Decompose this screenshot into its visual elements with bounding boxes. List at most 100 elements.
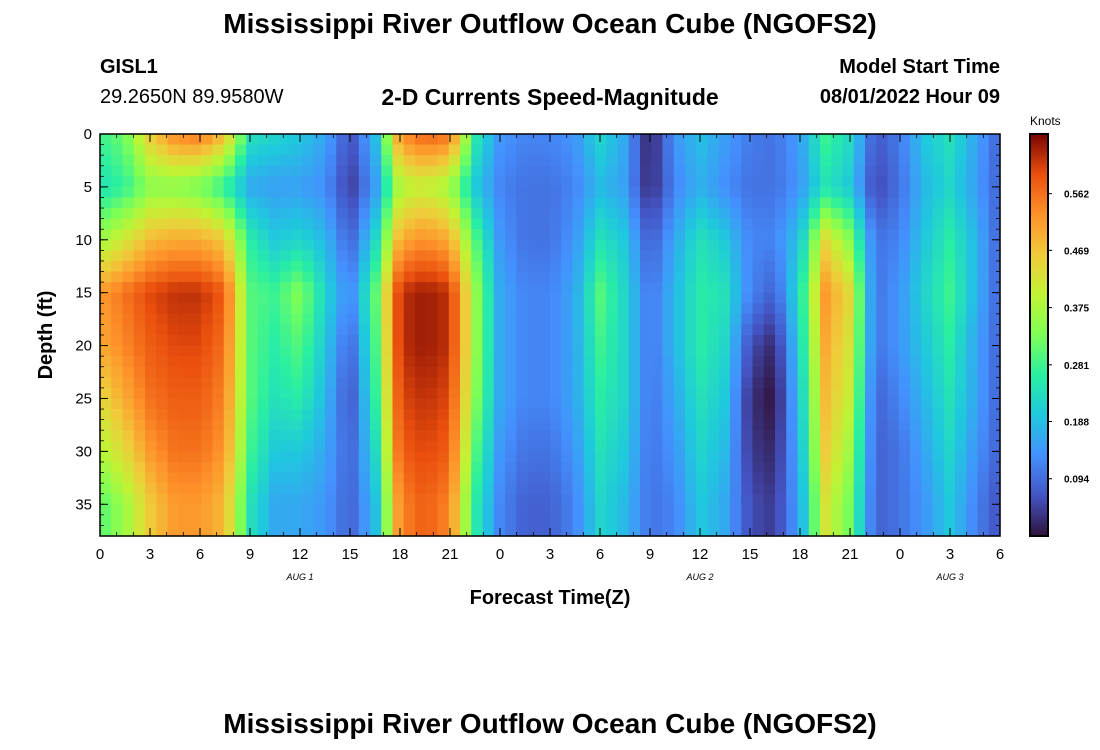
heatmap-cell <box>190 303 202 315</box>
heatmap-cell <box>527 398 540 410</box>
heatmap-cell <box>493 440 506 452</box>
heatmap-cell <box>336 176 349 188</box>
heatmap-cell <box>212 208 225 220</box>
heatmap-cell <box>606 176 619 188</box>
heatmap-cell <box>527 282 540 294</box>
heatmap-cell <box>640 366 652 378</box>
heatmap-cell <box>673 324 686 336</box>
heatmap-cell <box>190 250 202 262</box>
heatmap-cell <box>493 197 506 209</box>
heatmap-cell <box>966 461 979 474</box>
heatmap-cell <box>910 430 922 442</box>
heatmap-cell <box>651 504 664 516</box>
heatmap-cell <box>595 176 607 188</box>
heatmap-cell <box>133 366 146 378</box>
heatmap-cell <box>448 493 461 505</box>
heatmap-cell <box>583 165 596 177</box>
heatmap-cell <box>291 525 304 537</box>
heatmap-cell <box>527 155 540 167</box>
colorbar-tick-label: 0.469 <box>1064 246 1089 257</box>
heatmap-cell <box>707 324 720 336</box>
heatmap-cell <box>752 419 765 431</box>
heatmap-cell <box>437 451 450 463</box>
heatmap-cell <box>921 303 934 315</box>
heatmap-cell <box>448 398 461 410</box>
heatmap-cell <box>741 197 754 209</box>
heatmap-cell <box>426 356 439 368</box>
heatmap-cell <box>111 144 124 156</box>
heatmap-cell <box>437 461 450 474</box>
heatmap-cell <box>381 271 394 283</box>
heatmap-cell <box>718 514 731 527</box>
heatmap-cell <box>865 377 877 389</box>
heatmap-cell <box>865 250 877 262</box>
heatmap-cell <box>651 218 664 230</box>
heatmap-cell <box>921 514 934 527</box>
heatmap-cell <box>887 176 900 188</box>
heatmap-cell <box>617 335 630 347</box>
heatmap-cell <box>707 461 720 474</box>
heatmap-cell <box>482 260 495 273</box>
heatmap-cell <box>977 472 990 484</box>
heatmap-cell <box>898 493 911 505</box>
heatmap-cell <box>741 186 754 199</box>
heatmap-cell <box>910 525 922 537</box>
heatmap-cell <box>291 271 304 283</box>
heatmap-cell <box>460 324 472 336</box>
heatmap-cell <box>190 218 202 230</box>
heatmap-cell <box>718 430 731 442</box>
heatmap-cell <box>403 250 416 262</box>
heatmap-cell <box>145 155 157 167</box>
heatmap-cell <box>730 208 742 220</box>
heatmap-cell <box>752 514 765 527</box>
heatmap-cell <box>550 303 562 315</box>
heatmap-cell <box>921 292 934 304</box>
heatmap-cell <box>606 366 619 378</box>
heatmap-cell <box>347 493 360 505</box>
heatmap-cell <box>820 313 832 326</box>
heatmap-cell <box>190 229 202 241</box>
heatmap-cell <box>786 398 799 410</box>
heatmap-cell <box>673 409 686 421</box>
heatmap-cell <box>302 313 315 326</box>
heatmap-cell <box>145 303 157 315</box>
heatmap-cell <box>516 282 529 294</box>
heatmap-cell <box>223 176 236 188</box>
heatmap-cell <box>673 176 686 188</box>
heatmap-cell <box>268 387 281 400</box>
heatmap-cell <box>673 260 686 273</box>
heatmap-cell <box>482 398 495 410</box>
heatmap-cell <box>122 218 135 230</box>
heatmap-cell <box>718 313 731 326</box>
heatmap-cell <box>426 229 439 241</box>
heatmap-cell <box>651 239 664 251</box>
heatmap-cell <box>403 218 416 230</box>
heatmap-cell <box>808 472 821 484</box>
heatmap-cell <box>763 398 776 410</box>
heatmap-cell <box>617 271 630 283</box>
heatmap-cell <box>201 250 214 262</box>
heatmap-cell <box>707 197 720 209</box>
heatmap-cell <box>370 345 382 357</box>
heatmap-cell <box>685 387 697 400</box>
heatmap-cell <box>651 260 664 273</box>
heatmap-cell <box>280 229 292 241</box>
heatmap-cell <box>482 303 495 315</box>
heatmap-cell <box>212 282 225 294</box>
heatmap-cell <box>426 271 439 283</box>
heatmap-cell <box>730 324 742 336</box>
heatmap-cell <box>820 239 832 251</box>
heatmap-cell <box>212 345 225 357</box>
heatmap-cell <box>550 229 562 241</box>
heatmap-cell <box>190 451 202 463</box>
heatmap-cell <box>156 451 169 463</box>
heatmap-cell <box>223 451 236 463</box>
heatmap-cell <box>820 345 832 357</box>
heatmap-cell <box>223 218 236 230</box>
heatmap-cell <box>988 303 1001 315</box>
heatmap-cell <box>876 303 889 315</box>
heatmap-cell <box>145 134 157 146</box>
heatmap-cell <box>820 461 832 474</box>
heatmap-cell <box>763 345 776 357</box>
heatmap-cell <box>302 165 315 177</box>
